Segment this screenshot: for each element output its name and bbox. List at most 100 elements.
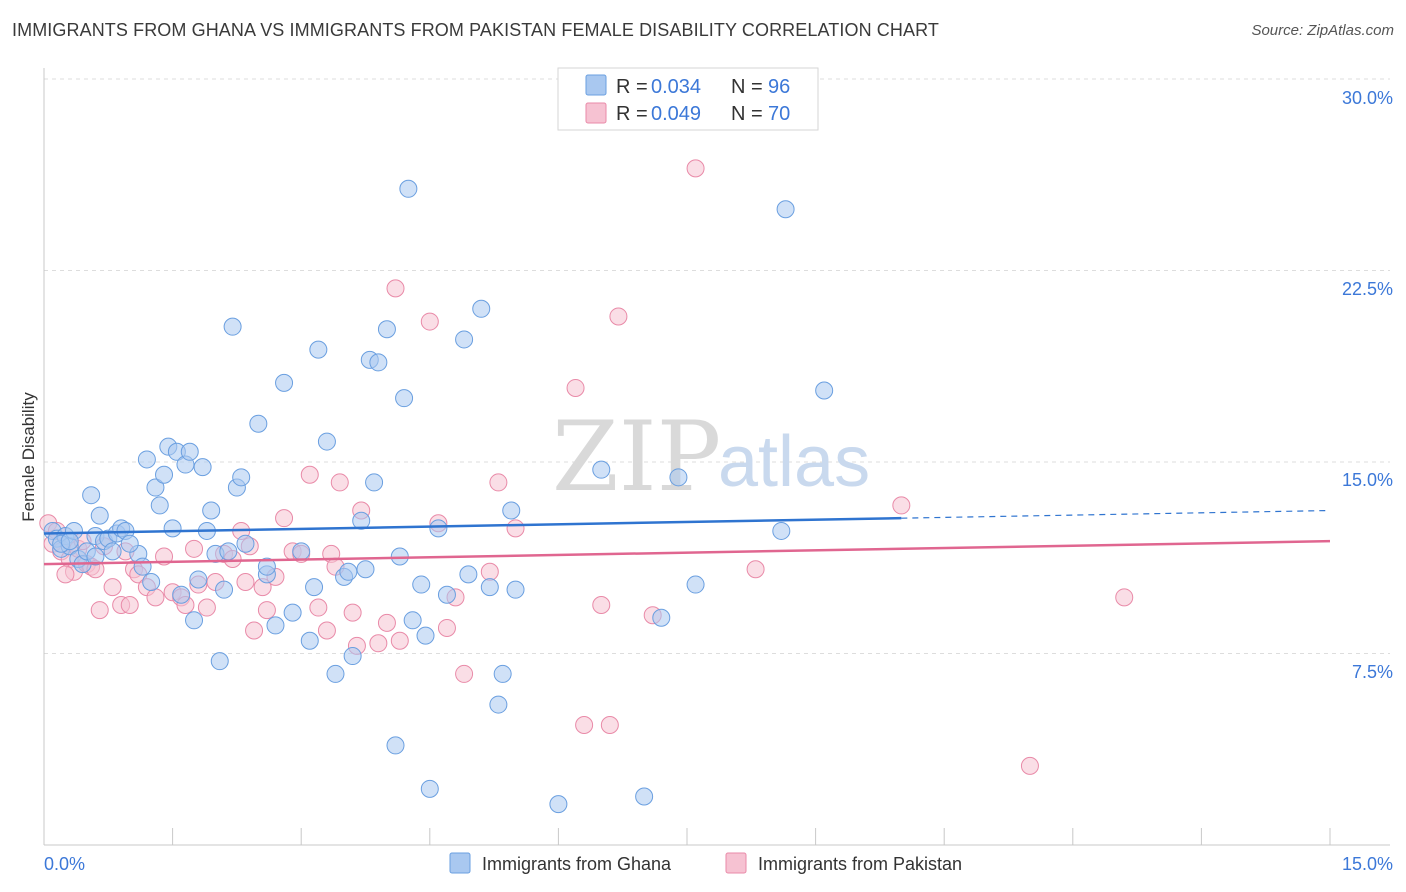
ghana-point	[300, 631, 319, 650]
ghana-point	[592, 460, 611, 479]
chart-title: IMMIGRANTS FROM GHANA VS IMMIGRANTS FROM…	[12, 20, 939, 40]
ghana-point	[232, 468, 251, 487]
legend-r-label: R =	[616, 103, 648, 125]
pakistan-points	[39, 159, 1134, 775]
pakistan-point	[686, 159, 705, 178]
ghana-point	[86, 547, 105, 566]
ghana-point	[133, 557, 152, 576]
pakistan-point	[300, 465, 319, 484]
ghana-point	[506, 580, 525, 599]
ghana-point	[185, 611, 204, 630]
ghana-point	[103, 542, 122, 561]
ghana-point	[669, 468, 688, 487]
x-tick-label-max: 15.0%	[1342, 854, 1393, 874]
pakistan-point	[317, 621, 336, 640]
pakistan-point	[275, 509, 294, 528]
ghana-point	[776, 200, 795, 219]
pakistan-point	[892, 496, 911, 515]
ghana-point	[193, 458, 212, 477]
legend-n-value-pakistan: 70	[768, 103, 790, 125]
pakistan-point	[600, 715, 619, 734]
pakistan-point	[390, 631, 409, 650]
legend-r-value-ghana: 0.034	[651, 76, 701, 98]
ghana-point	[356, 560, 375, 579]
ghana-point	[292, 542, 311, 561]
chart-source: Source: ZipAtlas.com	[1251, 22, 1394, 39]
ghana-point	[652, 608, 671, 627]
ghana-point	[309, 340, 328, 359]
ghana-point	[455, 330, 474, 349]
ghana-point	[352, 511, 371, 530]
legend-swatch-pakistan	[585, 102, 607, 124]
ghana-point	[459, 565, 478, 584]
pakistan-point	[437, 618, 456, 637]
pakistan-point	[146, 588, 165, 607]
ghana-point	[146, 478, 165, 497]
ghana-point	[163, 519, 182, 538]
legend-r-value-pakistan: 0.049	[651, 103, 701, 125]
ghana-point	[489, 695, 508, 714]
ghana-point	[493, 664, 512, 683]
bottom-legend-label-pakistan: Immigrants from Pakistan	[758, 854, 962, 874]
bottom-legend-label-ghana: Immigrants from Ghana	[482, 854, 672, 874]
legend-swatch-ghana	[585, 74, 607, 96]
ghana-point	[172, 585, 191, 604]
ghana-trend-line	[43, 516, 902, 535]
pakistan-point	[386, 279, 405, 298]
legend-n-label: N =	[731, 103, 763, 125]
pakistan-point	[480, 562, 499, 581]
pakistan-point	[369, 634, 388, 653]
ghana-point	[142, 573, 161, 592]
ghana-point	[635, 787, 654, 806]
watermark-zip: ZIP	[552, 401, 721, 513]
pakistan-point	[420, 312, 439, 331]
pakistan-point	[575, 715, 594, 734]
grid-layer	[44, 78, 1390, 654]
pakistan-point	[343, 603, 362, 622]
ghana-point	[283, 603, 302, 622]
ghana-trend-line-extension	[901, 509, 1331, 519]
ghana-point	[215, 580, 234, 599]
ghana-point	[339, 562, 358, 581]
ghana-point	[266, 616, 285, 635]
y-axis-title: Female Disability	[19, 392, 38, 522]
y-tick-label: 30.0%	[1342, 88, 1393, 108]
pakistan-point	[257, 601, 276, 620]
ghana-point	[549, 795, 568, 814]
pakistan-point	[455, 664, 474, 683]
ghana-point	[257, 557, 276, 576]
ghana-point	[815, 381, 834, 400]
ghana-point	[480, 578, 499, 597]
pakistan-point	[56, 565, 75, 584]
pakistan-point	[489, 473, 508, 492]
ghana-point	[60, 532, 79, 551]
y-tick-label: 15.0%	[1342, 470, 1393, 490]
legend-n-label: N =	[731, 76, 763, 98]
pakistan-point	[330, 473, 349, 492]
pakistan-point	[236, 573, 255, 592]
ghana-point	[305, 578, 324, 597]
legend-n-value-ghana: 96	[768, 76, 790, 98]
pakistan-point	[377, 613, 396, 632]
ghana-point	[202, 501, 221, 520]
ghana-point	[399, 179, 418, 198]
ghana-point	[249, 414, 268, 433]
ghana-point	[412, 575, 431, 594]
ghana-point	[416, 626, 435, 645]
pakistan-point	[185, 539, 204, 558]
bottom-legend-swatch-pakistan	[725, 852, 747, 874]
pakistan-point	[120, 595, 139, 614]
pakistan-point	[1020, 756, 1039, 775]
ghana-point	[377, 320, 396, 339]
ghana-point	[180, 442, 199, 461]
pakistan-point	[103, 578, 122, 597]
ghana-point	[120, 534, 139, 553]
ghana-point	[343, 647, 362, 666]
pakistan-point	[309, 598, 328, 617]
top-legend: R = 0.034 N = 96 R = 0.049 N = 70	[557, 67, 819, 131]
legend-r-label: R =	[616, 76, 648, 98]
ghana-point	[772, 521, 791, 540]
ghana-point	[219, 542, 238, 561]
trend-lines	[43, 509, 1331, 566]
